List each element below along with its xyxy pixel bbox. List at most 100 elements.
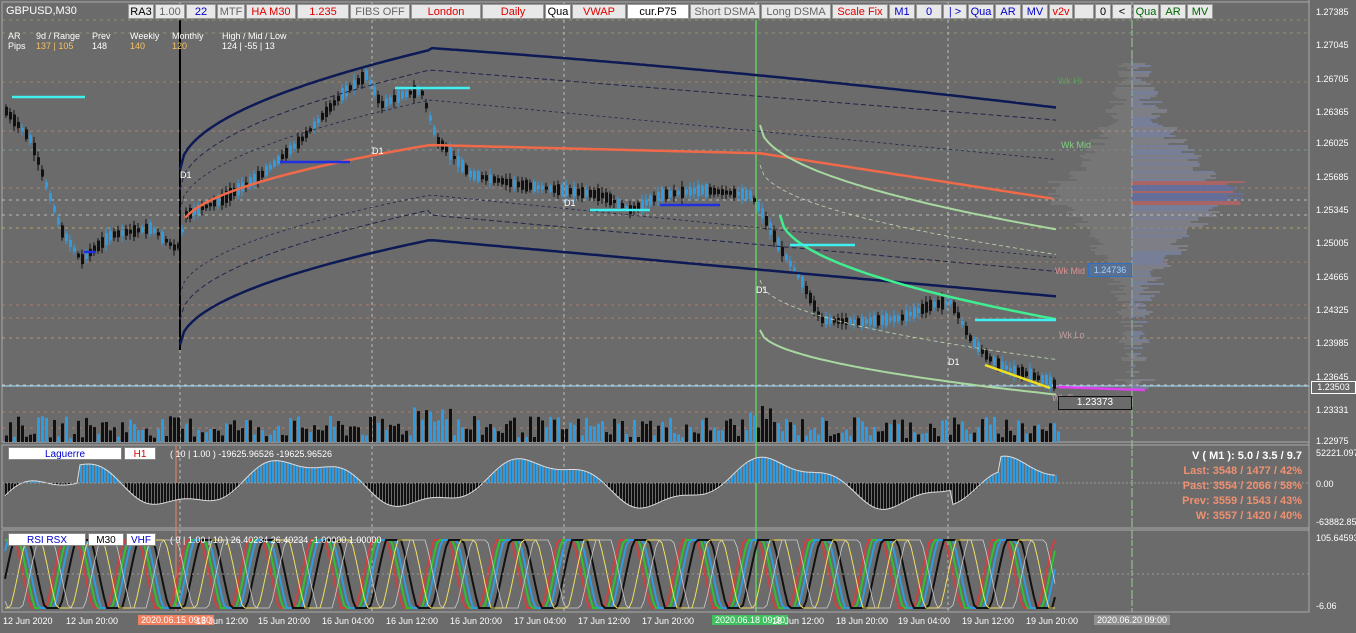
laguerre-bar	[224, 483, 226, 498]
time-tick: 2020.06.15 09:30	[138, 615, 215, 625]
candle-body	[521, 180, 524, 190]
toolbar-button-14[interactable]: Scale Fix	[832, 4, 888, 19]
toolbar-button-4[interactable]: HA M30	[246, 4, 296, 19]
volume-bar	[317, 429, 320, 442]
candle-body	[517, 181, 520, 188]
toolbar-button-27[interactable]: MV	[1187, 4, 1213, 19]
laguerre-bar	[17, 483, 19, 486]
candle-body	[481, 175, 484, 180]
toolbar-button-21[interactable]: v2v	[1049, 4, 1073, 19]
toolbar-button-22[interactable]	[1074, 4, 1094, 19]
laguerre-bar	[251, 473, 253, 483]
volume-bar	[389, 424, 392, 442]
volume-bar	[105, 421, 108, 442]
toolbar-button-6[interactable]: FIBS OFF	[350, 4, 410, 19]
laguerre-bar	[566, 469, 568, 483]
green-lower-2	[759, 279, 1057, 360]
volume-bar	[661, 421, 664, 442]
laguerre-bar	[941, 483, 943, 492]
toolbar-button-18[interactable]: Qua	[968, 4, 994, 19]
rsi-name[interactable]: RSI RSX	[8, 533, 86, 546]
volume-bar	[101, 422, 104, 442]
volume-bar	[5, 435, 8, 442]
toolbar-button-17[interactable]: | >	[943, 4, 967, 19]
toolbar-button-26[interactable]: AR	[1160, 4, 1186, 19]
volume-bar	[745, 429, 748, 442]
laguerre-bar	[86, 464, 88, 483]
toolbar-button-7[interactable]: London	[411, 4, 481, 19]
toolbar-button-20[interactable]: MV	[1022, 4, 1048, 19]
volume-bar	[217, 430, 220, 442]
volume-bar	[737, 436, 740, 442]
candle-body	[373, 86, 376, 96]
candle-body	[253, 173, 256, 185]
volume-bar	[593, 426, 596, 442]
volume-bar	[121, 422, 124, 442]
toolbar-button-16[interactable]: 0	[916, 4, 942, 19]
laguerre-bar	[680, 483, 682, 496]
candle-body	[1049, 376, 1052, 389]
candle-body	[321, 112, 324, 120]
candle-body	[265, 165, 268, 176]
candle-body	[913, 306, 916, 318]
rsi-black	[4, 539, 1056, 609]
toolbar-button-12[interactable]: Short DSMA	[690, 4, 760, 19]
laguerre-bar	[974, 483, 976, 491]
laguerre-bar	[62, 483, 64, 486]
toolbar-button-3[interactable]: MTF	[217, 4, 245, 19]
toolbar-button-9[interactable]: Qua	[545, 4, 571, 19]
toolbar-button-2[interactable]: 22	[186, 4, 216, 19]
candle-body	[745, 189, 748, 200]
toolbar-button-23[interactable]: 0	[1095, 4, 1111, 19]
laguerre-bar	[266, 462, 268, 483]
laguerre-bar	[563, 469, 565, 483]
laguerre-bar	[65, 483, 67, 485]
wk-price-box: 1.24736	[1088, 263, 1132, 277]
candle-body	[957, 312, 960, 319]
toolbar-button-19[interactable]: AR	[995, 4, 1021, 19]
toolbar-button-13[interactable]: Long DSMA	[761, 4, 831, 19]
toolbar-button-15[interactable]: M1	[889, 4, 915, 19]
toolbar-button-1[interactable]: 1.00	[155, 4, 185, 19]
volume-bar	[489, 424, 492, 442]
volume-bar	[437, 420, 440, 442]
laguerre-tf[interactable]: H1	[124, 447, 156, 460]
volume-bar	[905, 437, 908, 442]
weekly-value: 140	[130, 41, 146, 51]
laguerre-bar	[956, 483, 958, 504]
laguerre-name[interactable]: Laguerre	[8, 447, 122, 460]
toolbar-button-0[interactable]: RA3	[128, 4, 154, 19]
laguerre-bar	[668, 483, 670, 499]
volume-bar	[93, 427, 96, 442]
volume-bar	[37, 417, 40, 442]
toolbar-button-8[interactable]: Daily	[482, 4, 544, 19]
toolbar-button-10[interactable]: VWAP	[572, 4, 626, 19]
candle-body	[769, 222, 772, 235]
toolbar-button-11[interactable]: cur.P75	[627, 4, 689, 19]
laguerre-bar	[449, 483, 451, 498]
laguerre-bar	[1016, 458, 1018, 483]
laguerre-bar	[512, 459, 514, 483]
laguerre-bar	[332, 466, 334, 483]
volume-stats-past: Past: 3554 / 2066 / 58%	[1182, 480, 1302, 492]
rsi-extra[interactable]: VHF	[126, 533, 156, 546]
laguerre-bar	[908, 483, 910, 500]
toolbar-button-24[interactable]: <	[1112, 4, 1132, 19]
candle-body	[549, 185, 552, 192]
volume-bar	[33, 433, 36, 442]
volume-bar	[45, 417, 48, 442]
laguerre-bar	[488, 477, 490, 483]
toolbar-button-25[interactable]: Qua	[1133, 4, 1159, 19]
laguerre-bar	[125, 483, 127, 488]
laguerre-bar	[650, 483, 652, 507]
rsi-tf[interactable]: M30	[88, 533, 124, 546]
laguerre-bar	[536, 463, 538, 483]
volume-bar	[609, 434, 612, 442]
laguerre-bar	[863, 483, 865, 500]
volume-bar	[157, 428, 160, 442]
toolbar-button-5[interactable]: 1.235	[297, 4, 349, 19]
laguerre-bar	[707, 483, 709, 494]
candle-body	[669, 190, 672, 198]
